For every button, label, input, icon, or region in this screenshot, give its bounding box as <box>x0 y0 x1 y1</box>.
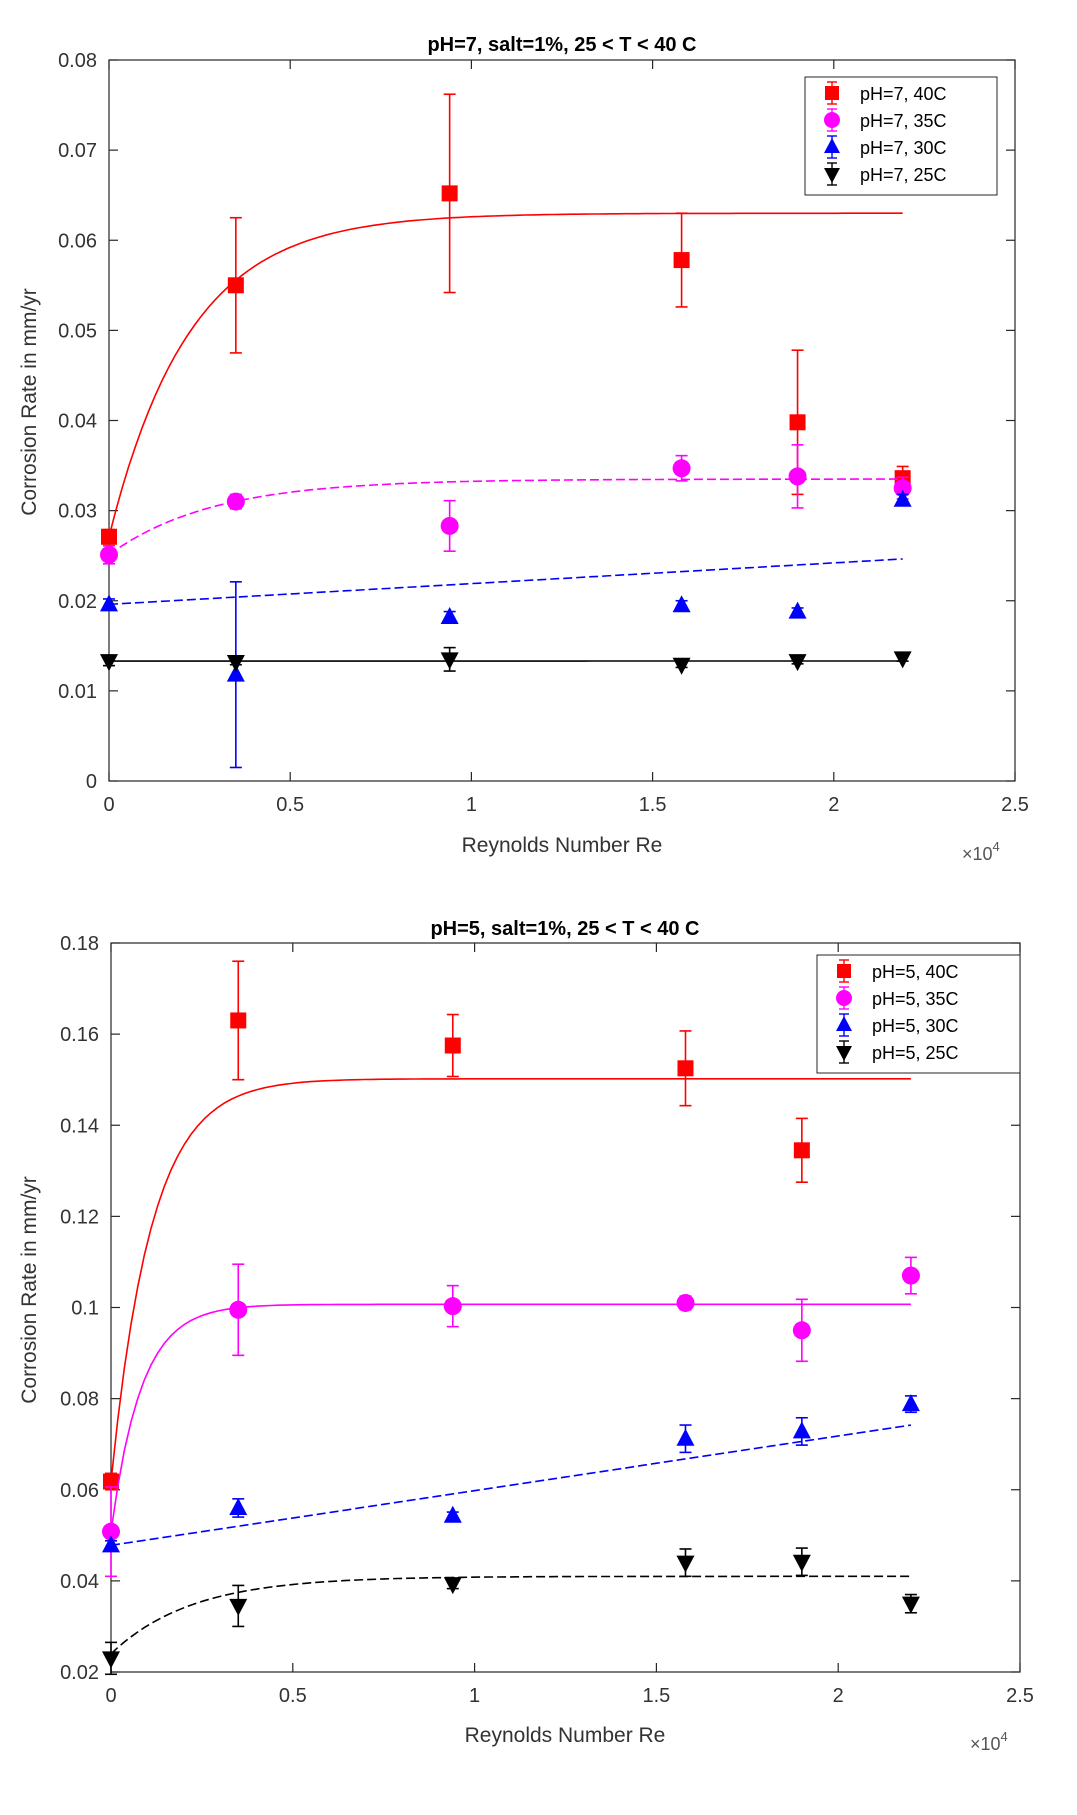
legend-entry: pH=7, 40C <box>860 84 947 104</box>
x-tick-label: 0 <box>103 794 114 816</box>
chart-ph5: pH=5, salt=1%, 25 < T < 40 C Reynolds Nu… <box>18 918 1034 1754</box>
data-point <box>789 467 807 485</box>
y-tick-label: 0.04 <box>60 1571 99 1593</box>
x-tick-label: 0 <box>105 1685 116 1707</box>
x-tick-label: 1 <box>469 1685 480 1707</box>
y-tick-label: 0.07 <box>58 140 97 162</box>
data-point <box>674 252 690 268</box>
legend-entry: pH=5, 35C <box>872 989 959 1009</box>
y-tick-label: 0.12 <box>60 1206 99 1228</box>
data-point <box>445 1038 461 1054</box>
x-axis-label: Reynolds Number Re <box>462 834 663 857</box>
x-tick-label: 1 <box>466 794 477 816</box>
y-tick-label: 0.1 <box>71 1298 99 1320</box>
y-tick-label: 0.03 <box>58 501 97 523</box>
legend-marker <box>836 990 852 1006</box>
x-axis-exponent: ×104 <box>962 839 1000 864</box>
x-tick-label: 2 <box>828 794 839 816</box>
chart-ph7: pH=7, salt=1%, 25 < T < 40 C Reynolds Nu… <box>18 34 1029 864</box>
data-point <box>229 1301 247 1319</box>
x-axis-exponent: ×104 <box>970 1729 1008 1754</box>
legend-marker <box>825 86 839 100</box>
chart-title: pH=5, salt=1%, 25 < T < 40 C <box>430 918 699 940</box>
legend-entry: pH=7, 35C <box>860 111 947 131</box>
y-tick-label: 0.18 <box>60 933 99 955</box>
y-tick-label: 0.04 <box>58 411 97 433</box>
y-tick-label: 0.05 <box>58 320 97 342</box>
data-point <box>442 185 458 201</box>
data-point <box>441 517 459 535</box>
data-point <box>676 1294 694 1312</box>
x-tick-label: 2.5 <box>1006 1685 1034 1707</box>
legend-entry: pH=5, 40C <box>872 962 959 982</box>
legend-entry: pH=5, 25C <box>872 1043 959 1063</box>
y-tick-label: 0.02 <box>58 591 97 613</box>
x-tick-label: 0.5 <box>276 794 304 816</box>
y-tick-label: 0.01 <box>58 681 97 703</box>
legend-entry: pH=5, 30C <box>872 1016 959 1036</box>
data-point <box>444 1297 462 1315</box>
legend-entry: pH=7, 25C <box>860 165 947 185</box>
x-tick-label: 2 <box>833 1685 844 1707</box>
y-tick-label: 0.16 <box>60 1024 99 1046</box>
x-tick-label: 1.5 <box>639 794 667 816</box>
legend-marker <box>837 964 851 978</box>
data-point <box>677 1060 693 1076</box>
y-axis-label: Corrosion Rate in mm/yr <box>18 288 41 516</box>
x-tick-label: 0.5 <box>279 1685 307 1707</box>
y-tick-label: 0.14 <box>60 1115 99 1137</box>
y-tick-label: 0.02 <box>60 1662 99 1684</box>
data-point <box>227 493 245 511</box>
y-tick-label: 0.08 <box>60 1389 99 1411</box>
y-tick-label: 0.08 <box>58 50 97 72</box>
legend: pH=5, 40C pH=5, 35C pH=5, 30C pH=5, 25C <box>817 955 1020 1073</box>
data-point <box>230 1012 246 1028</box>
legend-entry: pH=7, 30C <box>860 138 947 158</box>
legend: pH=7, 40C pH=7, 35C pH=7, 30C pH=7, 25C <box>805 77 997 195</box>
x-tick-label: 2.5 <box>1001 794 1029 816</box>
y-tick-label: 0.06 <box>60 1480 99 1502</box>
chart-title: pH=7, salt=1%, 25 < T < 40 C <box>427 34 696 56</box>
data-point <box>794 1142 810 1158</box>
y-axis-label: Corrosion Rate in mm/yr <box>18 1176 41 1404</box>
y-tick-label: 0.06 <box>58 230 97 252</box>
data-point <box>228 277 244 293</box>
legend-marker <box>824 112 840 128</box>
data-point <box>902 1267 920 1285</box>
x-tick-label: 1.5 <box>642 1685 670 1707</box>
data-point <box>790 414 806 430</box>
data-point <box>100 546 118 564</box>
data-point <box>673 459 691 477</box>
data-point <box>793 1321 811 1339</box>
x-axis-label: Reynolds Number Re <box>465 1724 666 1747</box>
data-point <box>101 529 117 545</box>
y-tick-label: 0 <box>86 771 97 793</box>
